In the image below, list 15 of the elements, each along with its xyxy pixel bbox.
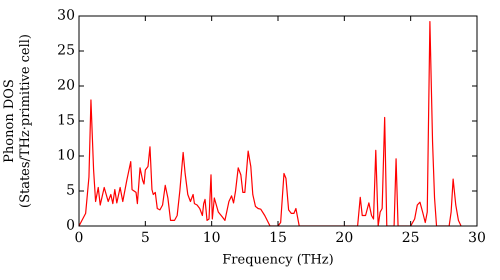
x-tick-label: 25 (402, 230, 420, 246)
y-tick-label: 10 (57, 148, 75, 164)
y-tick-label: 20 (57, 78, 75, 94)
x-tick-label: 15 (269, 230, 287, 246)
y-tick-label: 30 (57, 8, 75, 24)
x-tick-label: 5 (140, 230, 150, 246)
y-axis-title: Phonon DOS (States/THz·primitive cell) (2, 34, 33, 208)
x-tick-label: 10 (202, 230, 221, 246)
y-tick-label: 5 (66, 182, 75, 199)
y-tick-label: 25 (57, 42, 75, 59)
x-tick-label: 20 (335, 230, 354, 246)
y-tick-label: 15 (57, 112, 75, 129)
x-tick-label: 30 (468, 230, 486, 246)
x-axis-title: Frequency (THz) (222, 252, 334, 268)
y-tick-label: 0 (66, 218, 75, 234)
